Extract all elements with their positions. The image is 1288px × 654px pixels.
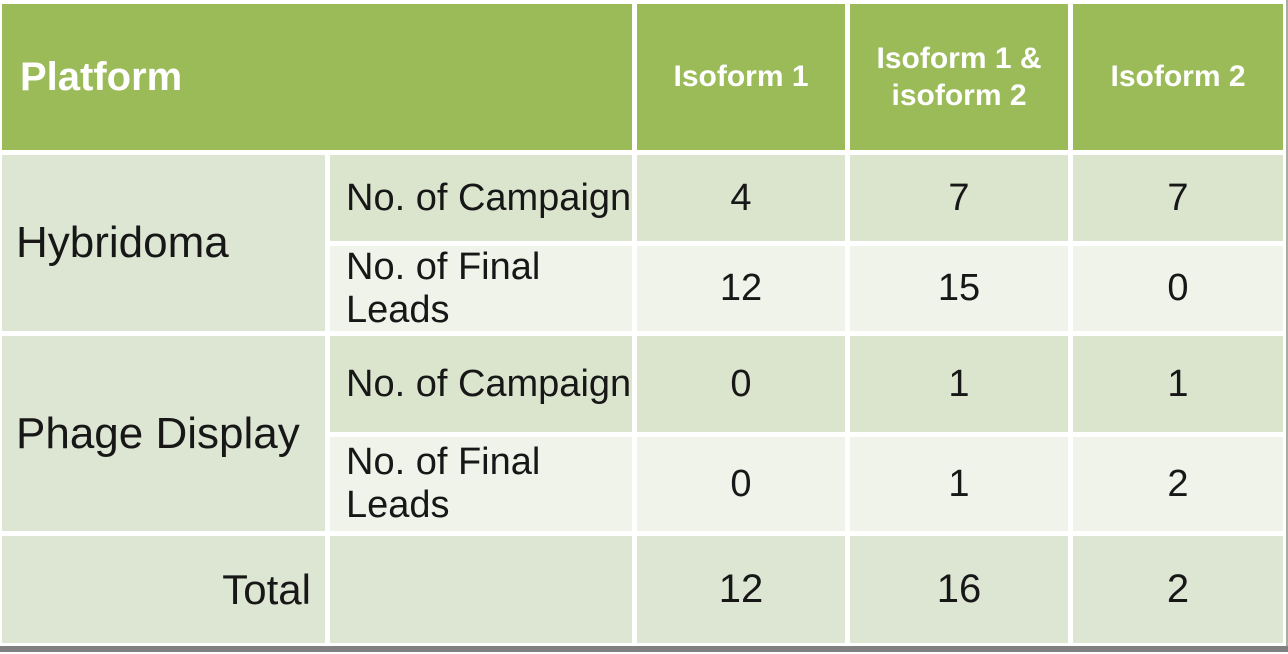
metric-phage-campaign: No. of Campaign (330, 336, 632, 432)
header-isoform-2: Isoform 2 (1073, 4, 1283, 150)
platform-isoform-table: Platform Isoform 1 Isoform 1 & isoform 2… (2, 4, 1283, 643)
value-hybridoma-campaign-isoform2: 7 (1073, 155, 1283, 241)
value-phage-campaign-isoform1: 0 (637, 336, 845, 432)
slide-right-edge (1286, 0, 1288, 650)
metric-hybridoma-campaign: No. of Campaign (330, 155, 632, 241)
header-isoform-1-and-2: Isoform 1 & isoform 2 (850, 4, 1068, 150)
value-hybridoma-leads-isoform2: 0 (1073, 246, 1283, 331)
metric-hybridoma-final-leads: No. of Final Leads (330, 246, 632, 331)
value-phage-leads-isoform2: 2 (1073, 437, 1283, 531)
value-phage-leads-isoform1: 0 (637, 437, 845, 531)
total-isoform1and2: 16 (850, 536, 1068, 643)
metric-phage-final-leads: No. of Final Leads (330, 437, 632, 531)
value-hybridoma-campaign-isoform1and2: 7 (850, 155, 1068, 241)
value-hybridoma-leads-isoform1and2: 15 (850, 246, 1068, 331)
value-phage-leads-isoform1and2: 1 (850, 437, 1068, 531)
value-hybridoma-campaign-isoform1: 4 (637, 155, 845, 241)
header-isoform-1: Isoform 1 (637, 4, 845, 150)
header-platform: Platform (2, 4, 632, 150)
value-phage-campaign-isoform2: 1 (1073, 336, 1283, 432)
total-label: Total (2, 536, 325, 643)
platform-cell-phage-display: Phage Display (2, 336, 325, 531)
slide-bottom-bar (0, 646, 1288, 652)
value-hybridoma-leads-isoform1: 12 (637, 246, 845, 331)
total-isoform2: 2 (1073, 536, 1283, 643)
platform-cell-hybridoma: Hybridoma (2, 155, 325, 331)
total-isoform1: 12 (637, 536, 845, 643)
value-phage-campaign-isoform1and2: 1 (850, 336, 1068, 432)
total-empty-cell (330, 536, 632, 643)
